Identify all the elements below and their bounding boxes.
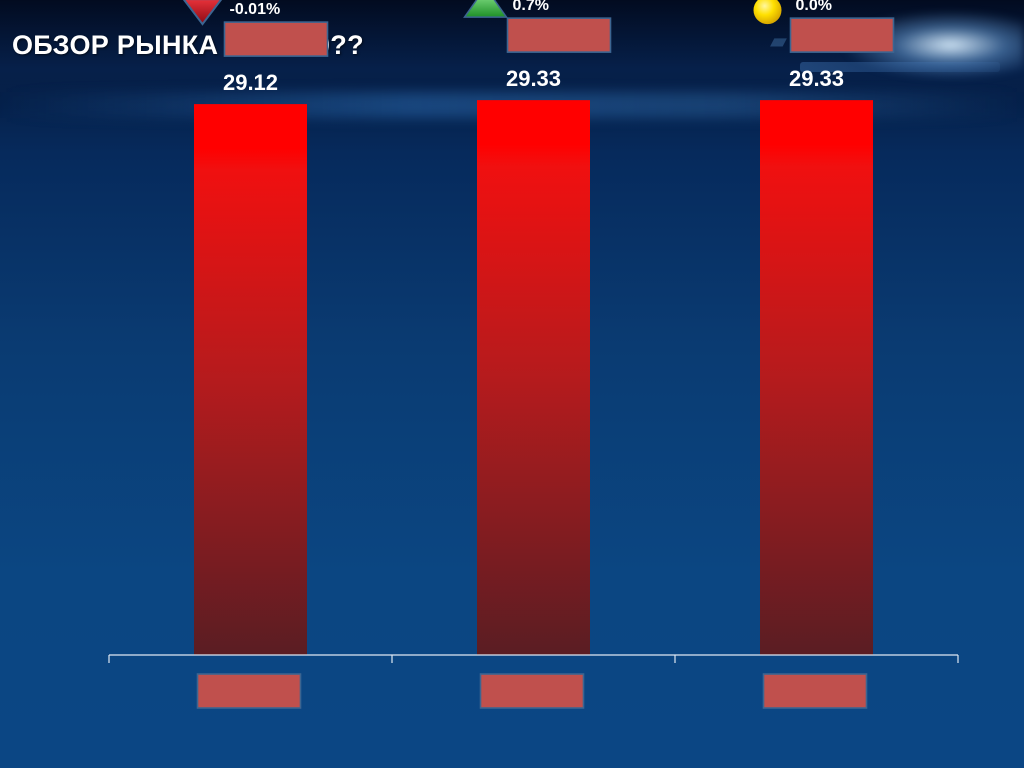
change-percent-label: -0.01% [230, 1, 281, 18]
green-up-triangle-icon [463, 0, 508, 18]
bar-group: 29.33 0.7% [463, 0, 612, 709]
category-placeholder-box [196, 673, 302, 709]
red-down-triangle-icon [182, 0, 223, 26]
change-percent-label: 0.7% [513, 0, 549, 14]
bar-group: 29.33 0.0% [753, 0, 895, 709]
bar-group: 29.12 -0.01% [182, 0, 329, 709]
change-percent-label: 0.0% [796, 0, 832, 14]
category-placeholder-box [762, 673, 868, 709]
header-placeholder-box [789, 17, 895, 53]
watermark-logo-bar [800, 62, 1000, 72]
bar [477, 100, 590, 656]
bar [194, 104, 307, 656]
yellow-circle-icon [753, 0, 782, 25]
header-placeholder-box [223, 21, 329, 57]
bar-value-label: 29.12 [223, 70, 278, 95]
bar [760, 100, 873, 656]
header-placeholder-box [506, 17, 612, 53]
category-placeholder-box [479, 673, 585, 709]
bar-value-label: 29.33 [789, 66, 844, 91]
bar-value-label: 29.33 [506, 66, 561, 91]
